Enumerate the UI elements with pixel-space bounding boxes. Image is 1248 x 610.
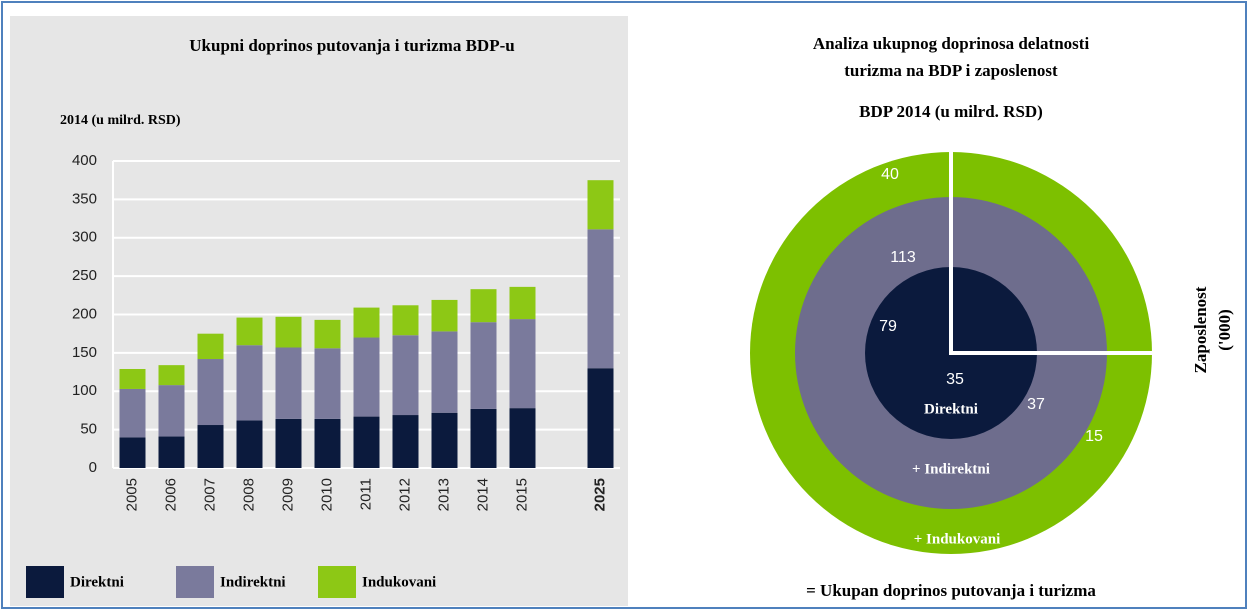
bar-segment <box>158 385 185 437</box>
x-tick-label: 2007 <box>201 478 218 511</box>
footer: = Ukupan doprinos putovanja i turizma <box>806 581 1096 600</box>
y-tick-label: 100 <box>72 382 97 399</box>
bar-segment <box>314 418 341 468</box>
y-tick-label: 200 <box>72 305 97 322</box>
bar-segment <box>509 408 536 468</box>
bar-segment <box>431 299 458 332</box>
bar-segment <box>314 319 341 349</box>
bar-segment <box>392 335 419 416</box>
gdp-value: 40 <box>881 166 899 183</box>
bar-segment <box>236 317 263 346</box>
legend-swatch <box>318 566 356 598</box>
chart-title: Analiza ukupnog doprinosa delatnosti <box>813 34 1090 53</box>
bar-segment <box>509 286 536 320</box>
y-tick-label: 50 <box>80 421 97 438</box>
employment-value: 15 <box>1085 428 1103 445</box>
bar-segment <box>587 368 614 468</box>
x-tick-label: 2013 <box>435 478 452 511</box>
x-tick-label: 2008 <box>240 478 257 511</box>
bar-segment <box>509 319 536 409</box>
bar-segment <box>314 348 341 419</box>
bar-segment <box>431 331 458 413</box>
ring-label: + Indukovani <box>914 531 1001 547</box>
chart-subtitle: BDP 2014 (u milrd. RSD) <box>859 102 1043 121</box>
bar-segment <box>158 365 185 386</box>
bar-segment <box>119 437 146 468</box>
y-tick-label: 0 <box>89 459 97 476</box>
bar-segment <box>158 436 185 468</box>
bar-segment <box>353 416 380 468</box>
bar-segment <box>392 415 419 468</box>
y-tick-label: 350 <box>72 190 97 207</box>
y-tick-label: 250 <box>72 267 97 284</box>
bar-segment <box>470 289 497 323</box>
bar-segment <box>587 180 614 230</box>
side-label: Zaposlenost <box>1191 286 1210 373</box>
employment-value: 37 <box>1027 396 1045 413</box>
bar-segment <box>236 420 263 468</box>
x-tick-label: 2010 <box>318 478 335 511</box>
bar-segment <box>197 333 224 360</box>
bar-segment <box>431 412 458 468</box>
legend-swatch <box>26 566 64 598</box>
x-tick-label: 2006 <box>162 478 179 511</box>
bar-segment <box>470 322 497 409</box>
bar-segment <box>353 337 380 417</box>
bar-segment <box>275 347 302 419</box>
y-tick-label: 150 <box>72 344 97 361</box>
y-tick-label: 400 <box>72 152 97 169</box>
bar-segment <box>470 408 497 468</box>
y-tick-label: 300 <box>72 229 97 246</box>
x-tick-label: 2014 <box>474 478 491 511</box>
bar-segment <box>392 305 419 336</box>
chart-title: turizma na BDP i zaposlenost <box>844 61 1058 80</box>
x-tick-label: 2025 <box>591 478 608 511</box>
bar-segment <box>119 388 146 438</box>
y-axis-label: 2014 (u milrd. RSD) <box>60 113 181 128</box>
legend-swatch <box>176 566 214 598</box>
bar-segment <box>275 418 302 468</box>
ring-label: + Indirektni <box>912 461 990 477</box>
bar-segment <box>587 229 614 369</box>
x-tick-label: 2005 <box>123 478 140 511</box>
x-tick-label: 2011 <box>357 478 374 510</box>
x-tick-label: 2015 <box>513 478 530 511</box>
legend-label: Indirektni <box>220 574 286 590</box>
bar-segment <box>353 307 380 338</box>
gdp-value: 113 <box>890 249 916 266</box>
ring-label: Direktni <box>924 401 978 417</box>
legend-label: Direktni <box>70 574 124 590</box>
employment-value: 35 <box>946 371 964 388</box>
bar-segment <box>197 359 224 426</box>
bar-segment <box>236 345 263 421</box>
bar-segment <box>197 425 224 468</box>
x-tick-label: 2012 <box>396 478 413 511</box>
legend-label: Indukovani <box>362 574 436 590</box>
chart-title: Ukupni doprinos putovanja i turizma BDP-… <box>189 36 514 55</box>
bar-segment <box>119 368 146 389</box>
bar-segment <box>275 316 302 348</box>
side-label: ('000) <box>1215 309 1234 351</box>
x-tick-label: 2009 <box>279 478 296 511</box>
gdp-value: 79 <box>879 318 897 335</box>
